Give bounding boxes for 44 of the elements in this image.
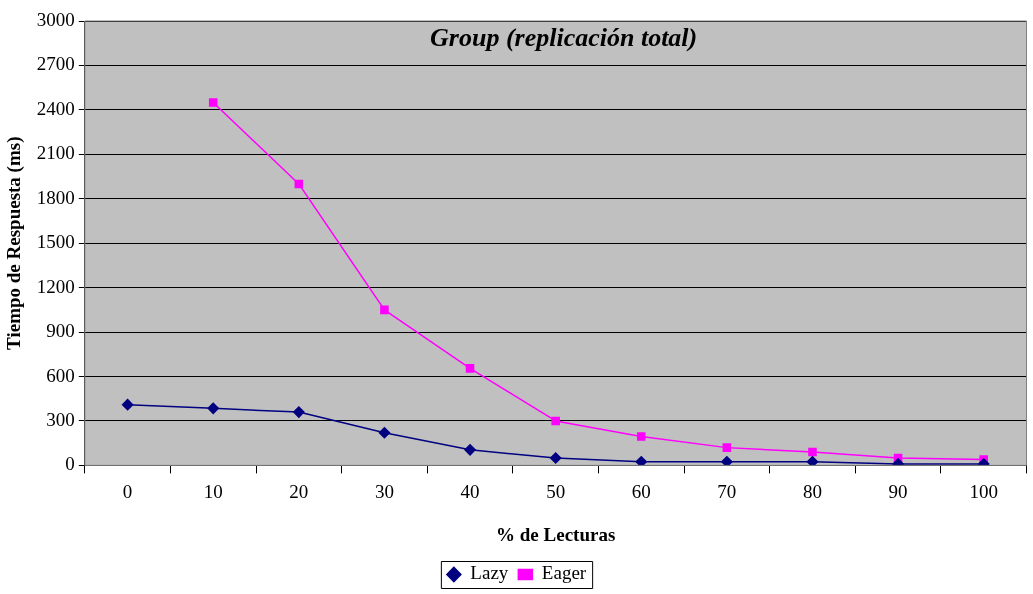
y-tick-label: 3000 [36, 8, 75, 30]
x-tick-label: 50 [546, 480, 566, 502]
x-tick-label: 60 [631, 480, 651, 502]
y-tick-label: 900 [46, 320, 75, 342]
point [635, 455, 648, 466]
legend-label: Lazy [470, 562, 509, 584]
x-tick-label: 0 [122, 480, 133, 502]
x-axis-title: % de Lecturas [496, 523, 616, 545]
x-tick-label: 70 [717, 480, 737, 502]
point [636, 432, 646, 441]
y-tick-label: 2100 [36, 142, 75, 164]
point [378, 427, 391, 439]
x-tick-label: 80 [802, 480, 822, 502]
x-tick-label: 100 [969, 480, 998, 502]
point [294, 179, 304, 189]
point [549, 452, 562, 464]
legend-label: Eager [541, 562, 587, 584]
point [721, 455, 733, 466]
point [208, 98, 218, 107]
point [722, 443, 732, 452]
y-axis-title: Tiempo de Respuesta (ms) [3, 136, 26, 350]
y-tick-label: 1200 [36, 275, 75, 297]
y-tick-label: 600 [46, 364, 75, 386]
y-tick-label: 300 [46, 408, 75, 430]
point [380, 305, 389, 315]
point [464, 444, 476, 456]
point [551, 416, 560, 426]
point [293, 406, 305, 418]
x-tick-label: 30 [374, 480, 394, 502]
x-tick-label: 10 [203, 480, 223, 502]
x-tick-label: 20 [289, 480, 309, 502]
y-tick-label: 1500 [36, 231, 75, 253]
x-tick-label: 90 [888, 480, 908, 502]
y-tick-label: 0 [65, 453, 75, 475]
y-tick-label: 2700 [36, 53, 75, 75]
point [121, 398, 134, 411]
chart-title: Group (replicación total) [430, 22, 698, 52]
point [808, 447, 817, 457]
point [465, 364, 475, 373]
y-tick-label: 1800 [36, 186, 75, 208]
y-tick-label: 2400 [36, 97, 75, 119]
point [207, 402, 219, 415]
x-tick-label: 40 [460, 480, 480, 502]
point [806, 455, 819, 466]
